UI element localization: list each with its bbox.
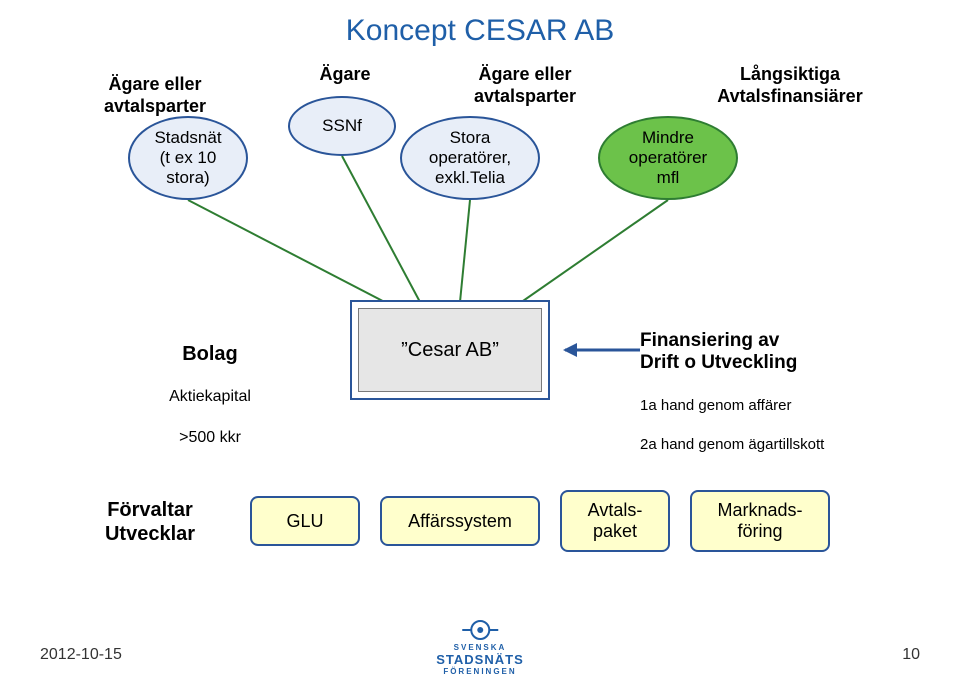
stora-line1: Stora xyxy=(429,128,511,148)
forvaltar-label: Förvaltar Utvecklar xyxy=(80,498,220,546)
page-title: Koncept CESAR AB xyxy=(0,14,960,48)
fin-title: Finansiering av Drift o Utveckling xyxy=(640,330,900,376)
logo-bot: FÖRENINGEN xyxy=(436,667,523,676)
stora-line3: exkl.Telia xyxy=(429,168,511,188)
cesar-outer: ”Cesar AB” xyxy=(350,300,550,400)
cesar-inner: ”Cesar AB” xyxy=(358,308,542,392)
label-owners-mid: Ägare xyxy=(300,64,390,86)
footer-date: 2012-10-15 xyxy=(40,646,122,664)
bolag-sub2: >500 kkr xyxy=(130,428,290,447)
fin-sub2: 2a hand genom ägartillskott xyxy=(640,436,900,454)
ellipse-stadsnat: Stadsnät (t ex 10 stora) xyxy=(128,116,248,200)
logo-top: SVENSKA xyxy=(436,643,523,652)
mindre-line3: mfl xyxy=(629,168,707,188)
aff-text: Affärssystem xyxy=(408,511,512,532)
footer: 2012-10-15 SVENSKA STADSNÄTS FÖRENINGEN … xyxy=(0,622,960,682)
stadsnat-line2: (t ex 10 xyxy=(154,148,221,168)
logo-mid: STADSNÄTS xyxy=(436,652,523,667)
bolag-title: Bolag xyxy=(130,342,290,366)
label-owners-right: Ägare eller avtalsparter xyxy=(440,64,610,107)
glu-text: GLU xyxy=(286,511,323,532)
label-owners-left: Ägare eller avtalsparter xyxy=(70,74,240,117)
ellipse-mindre: Mindre operatörer mfl xyxy=(598,116,738,200)
bolag-block: Bolag Aktiekapital >500 kkr xyxy=(130,320,290,469)
fin-sub1: 1a hand genom affärer xyxy=(640,397,900,415)
finans-block: Finansiering av Drift o Utveckling 1a ha… xyxy=(640,308,900,476)
stadsnat-line1: Stadsnät xyxy=(154,128,221,148)
box-avtalspaket: Avtals- paket xyxy=(560,490,670,552)
stora-line2: operatörer, xyxy=(429,148,511,168)
paket-l1: Avtals- xyxy=(588,500,643,521)
mindre-line2: operatörer xyxy=(629,148,707,168)
label-longterm: Långsiktiga Avtalsfinansiärer xyxy=(690,64,890,107)
slide: Koncept CESAR AB Ägare eller avtalsparte… xyxy=(0,0,960,682)
mark-l2: föring xyxy=(717,521,802,542)
bolag-sub1: Aktiekapital xyxy=(130,387,290,406)
mark-l1: Marknads- xyxy=(717,500,802,521)
footer-page: 10 xyxy=(902,646,920,664)
stadsnat-line3: stora) xyxy=(154,168,221,188)
cesar-text: ”Cesar AB” xyxy=(401,339,499,362)
ellipse-stora: Stora operatörer, exkl.Telia xyxy=(400,116,540,200)
box-marknadsforing: Marknads- föring xyxy=(690,490,830,552)
ssnf-text: SSNf xyxy=(322,116,362,136)
mindre-line1: Mindre xyxy=(629,128,707,148)
ellipse-ssnf: SSNf xyxy=(288,96,396,156)
box-affarssystem: Affärssystem xyxy=(380,496,540,546)
box-glu: GLU xyxy=(250,496,360,546)
paket-l2: paket xyxy=(588,521,643,542)
footer-logo: SVENSKA STADSNÄTS FÖRENINGEN xyxy=(436,619,523,676)
